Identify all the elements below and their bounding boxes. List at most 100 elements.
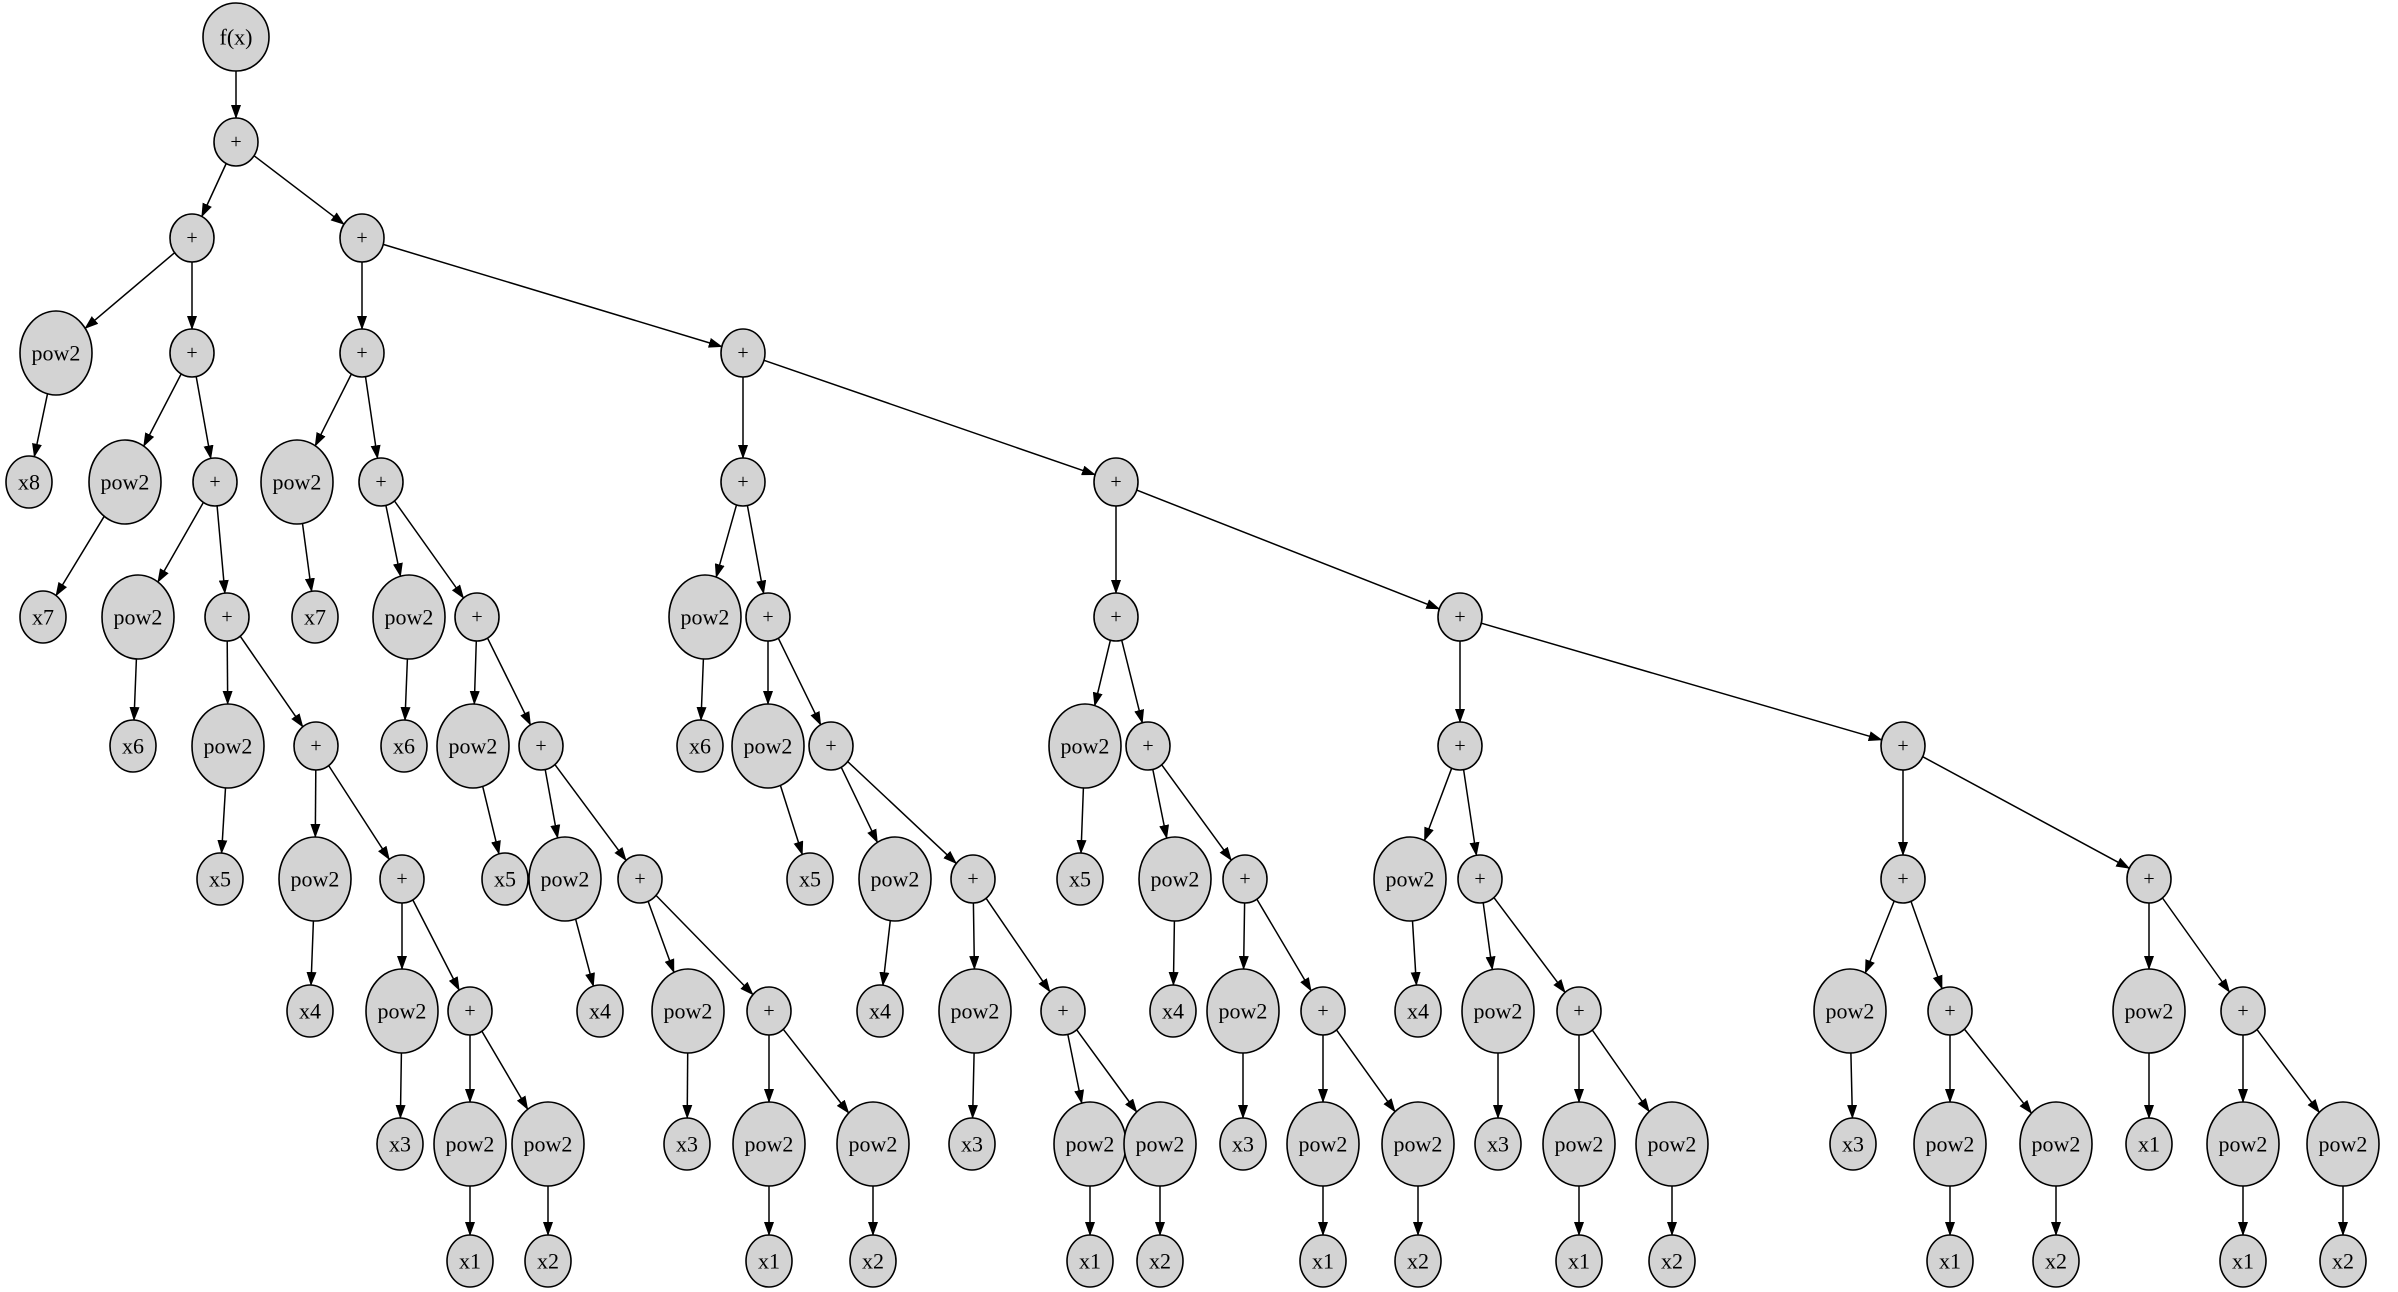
node-ellipse: [1222, 854, 1268, 904]
tree-node-plus-c2pb: +: [358, 457, 404, 507]
node-label: pow2: [1386, 867, 1435, 892]
node-label: +: [1057, 1000, 1068, 1022]
node-label: +: [1897, 735, 1908, 757]
node-ellipse: [358, 457, 404, 507]
node-ellipse: [1219, 1117, 1267, 1171]
tree-node-x5-c1x5: x5: [196, 852, 244, 906]
tree-edge-c6pb-c6pd: [1963, 1028, 2033, 1114]
node-label: +: [1142, 735, 1153, 757]
node-ellipse: [1880, 721, 1926, 771]
node-ellipse: [2126, 854, 2172, 904]
tree-edge-c1pa-c1x8: [32, 393, 49, 458]
tree-edge-c2pe-c2x5: [481, 786, 501, 855]
node-ellipse: [1461, 968, 1535, 1054]
node-label: pow2: [849, 1132, 898, 1157]
node-ellipse: [196, 852, 244, 906]
tree-node-pow2-c3pj: pow2: [1123, 1101, 1197, 1187]
tree-node-x8-c1x8: x8: [5, 455, 53, 509]
node-label: x1: [1568, 1249, 1590, 1274]
tree-node-plus-c3r: +: [720, 457, 766, 507]
node-ellipse: [1286, 1101, 1360, 1187]
node-label: pow2: [101, 470, 150, 495]
tree-edge-c2r-c2pa: [314, 373, 353, 447]
tree-node-plus-c7pb: +: [2220, 986, 2266, 1036]
node-ellipse: [286, 984, 334, 1038]
tree-edge-c2pc-c2x6: [400, 658, 411, 721]
node-label: x5: [494, 867, 516, 892]
tree-edge-c7pb-c7pd: [2256, 1029, 2320, 1114]
node-ellipse: [2220, 986, 2266, 1036]
tree-node-pow2-c1pg: pow2: [191, 703, 265, 789]
tree-edge-c2pi-c2x3: [682, 1052, 693, 1119]
tree-node-plus-c3ph: +: [1040, 986, 1086, 1036]
tree-node-x5-c4x5: x5: [1056, 852, 1104, 906]
tree-edge-c5pb-c5pc: [1482, 902, 1496, 971]
node-ellipse: [1813, 968, 1887, 1054]
tree-edge-c2pj-c2pl: [782, 1028, 850, 1114]
node-label: pow2: [1061, 734, 1110, 759]
node-ellipse: [1056, 852, 1104, 906]
node-ellipse: [856, 984, 904, 1038]
node-ellipse: [1394, 984, 1442, 1038]
tree-node-x4-c4x4: x4: [1149, 984, 1197, 1038]
node-label: +: [1944, 1000, 1955, 1022]
tree-edge-c4pc-c4x4: [1168, 920, 1179, 986]
node-label: x7: [304, 605, 326, 630]
node-label: x1: [1079, 1249, 1101, 1274]
node-label: pow2: [2219, 1132, 2268, 1157]
tree-node-x7-c2x7: x7: [291, 590, 339, 644]
node-ellipse: [518, 721, 564, 771]
node-ellipse: [1381, 1101, 1455, 1187]
node-label: pow2: [2032, 1132, 2081, 1157]
node-ellipse: [2219, 1234, 2267, 1288]
node-ellipse: [1926, 1234, 1974, 1288]
tree-edge-c1ph-c1pj: [328, 765, 390, 861]
node-ellipse: [720, 328, 766, 378]
node-label: x6: [393, 734, 415, 759]
node-label: pow2: [385, 605, 434, 630]
tree-node-pow2-c3pa: pow2: [668, 574, 742, 660]
node-label: pow2: [951, 999, 1000, 1024]
node-ellipse: [1457, 854, 1503, 904]
tree-node-pow2-c4ph: pow2: [1381, 1101, 1455, 1187]
tree-edge-c2r-c2pb: [364, 376, 381, 460]
tree-node-x1-c5x1: x1: [1555, 1234, 1603, 1288]
node-ellipse: [5, 455, 53, 509]
node-label: x1: [758, 1249, 780, 1274]
node-label: +: [209, 471, 220, 493]
tree-edge-c1pb-c1pc: [143, 373, 182, 447]
node-ellipse: [836, 1101, 910, 1187]
tree-edge-c2pb-c2pc: [385, 505, 403, 578]
node-label: +: [1317, 1000, 1328, 1022]
tree-edge-c2pd-c2pf: [486, 637, 532, 726]
node-label: x3: [676, 1132, 698, 1157]
node-ellipse: [746, 986, 792, 1036]
tree-node-pow2-c3pe: pow2: [858, 836, 932, 922]
node-ellipse: [260, 439, 334, 525]
node-ellipse: [1040, 986, 1086, 1036]
tree-node-x3-c1x3: x3: [376, 1117, 424, 1171]
tree-edge-c5pa-c5x4: [1410, 920, 1421, 987]
tree-edge-c2pa-c2x7: [301, 523, 315, 593]
tree-edge-c1pf-c1ph: [239, 635, 304, 728]
tree-edge-c5r-c5pb: [1462, 769, 1480, 857]
tree-edge-c5pd-c5pf: [1591, 1029, 1650, 1113]
node-label: +: [1110, 606, 1121, 628]
tree-node-x2-c2x2: x2: [849, 1234, 897, 1288]
tree-edges: [32, 71, 2348, 1236]
tree-node-x2-c6x2: x2: [2032, 1234, 2080, 1288]
node-ellipse: [2206, 1101, 2280, 1187]
tree-node-pow2-c2pe: pow2: [436, 703, 510, 789]
node-ellipse: [379, 854, 425, 904]
node-label: +: [825, 735, 836, 757]
node-label: x6: [689, 734, 711, 759]
tree-edge-c3pf-c3ph: [985, 897, 1051, 993]
tree-node-pow2-c3pi: pow2: [1053, 1101, 1127, 1187]
tree-node-pow2-c6pd: pow2: [2019, 1101, 2093, 1187]
tree-node-x1-c3x1: x1: [1066, 1234, 1114, 1288]
node-label: +: [1454, 606, 1465, 628]
node-label: +: [396, 868, 407, 890]
node-ellipse: [339, 213, 385, 263]
node-ellipse: [950, 854, 996, 904]
